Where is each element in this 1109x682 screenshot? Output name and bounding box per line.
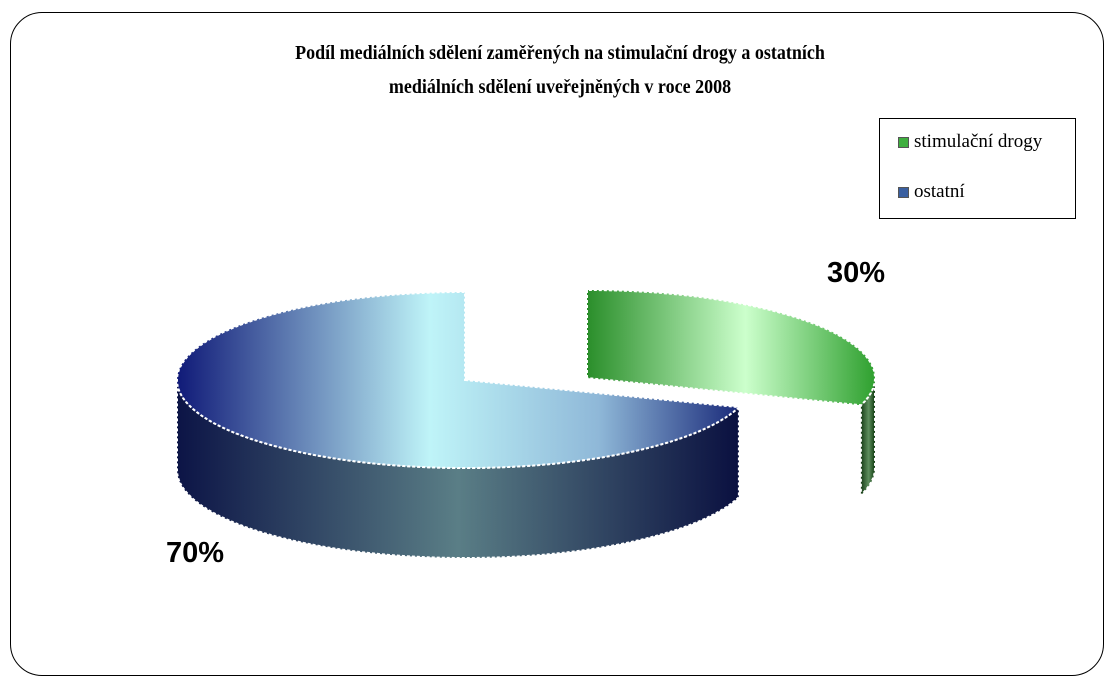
legend-swatch-green [898,136,909,148]
legend-label: stimulační drogy [914,131,1043,152]
slice-label-stimulacni-drogy: 30% [827,257,886,289]
chart-title-line-2: mediálních sdělení uveřejněných v roce 2… [388,76,732,98]
chart-title: Podíl mediálních sdělení zaměřených na s… [209,36,911,104]
legend-item-ostatni: ostatní [898,181,965,203]
legend-label: ostatní [914,181,965,202]
chart-title-line-1: Podíl mediálních sdělení zaměřených na s… [295,42,825,64]
legend-item-stimulacni-drogy: stimulační drogy [898,131,1042,153]
slice-label-ostatni: 70% [166,537,225,569]
pie-slice-side-stimulační-drogy [859,377,876,498]
legend-swatch-blue [898,186,909,198]
pie-slice-ostatní [176,290,742,469]
pie-slice-stimulační-drogy [586,288,876,407]
legend: stimulační drogy ostatní [879,118,1076,219]
